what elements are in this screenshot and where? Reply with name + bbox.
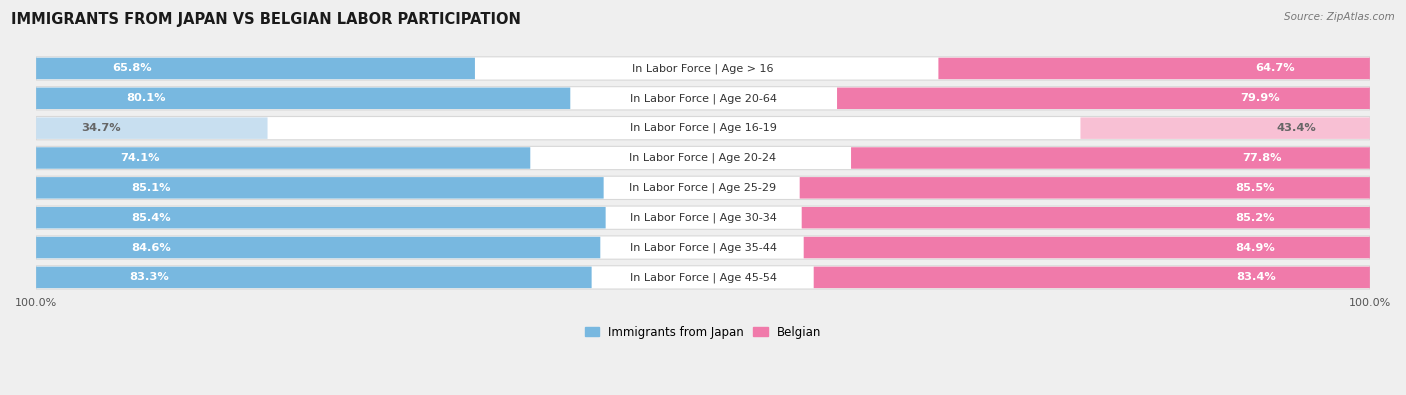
FancyBboxPatch shape xyxy=(37,147,530,169)
Text: 43.4%: 43.4% xyxy=(1277,123,1316,133)
FancyBboxPatch shape xyxy=(37,57,1369,80)
Text: 77.8%: 77.8% xyxy=(1243,153,1282,163)
Text: 84.6%: 84.6% xyxy=(131,243,170,252)
FancyBboxPatch shape xyxy=(37,147,1369,169)
Text: IMMIGRANTS FROM JAPAN VS BELGIAN LABOR PARTICIPATION: IMMIGRANTS FROM JAPAN VS BELGIAN LABOR P… xyxy=(11,12,522,27)
Text: Source: ZipAtlas.com: Source: ZipAtlas.com xyxy=(1284,12,1395,22)
FancyBboxPatch shape xyxy=(800,177,1369,199)
FancyBboxPatch shape xyxy=(37,237,600,258)
Text: 85.2%: 85.2% xyxy=(1234,213,1275,223)
Text: 74.1%: 74.1% xyxy=(121,153,160,163)
FancyBboxPatch shape xyxy=(938,58,1369,79)
Text: In Labor Force | Age 45-54: In Labor Force | Age 45-54 xyxy=(630,272,776,283)
FancyBboxPatch shape xyxy=(37,206,1369,229)
Legend: Immigrants from Japan, Belgian: Immigrants from Japan, Belgian xyxy=(579,321,827,343)
Text: In Labor Force | Age 16-19: In Labor Force | Age 16-19 xyxy=(630,123,776,134)
FancyBboxPatch shape xyxy=(37,117,267,139)
Text: In Labor Force | Age 20-64: In Labor Force | Age 20-64 xyxy=(630,93,776,103)
Text: In Labor Force | Age 25-29: In Labor Force | Age 25-29 xyxy=(630,182,776,193)
FancyBboxPatch shape xyxy=(37,117,1369,140)
Text: In Labor Force | Age 35-44: In Labor Force | Age 35-44 xyxy=(630,242,776,253)
Text: In Labor Force | Age 20-24: In Labor Force | Age 20-24 xyxy=(630,153,776,163)
FancyBboxPatch shape xyxy=(814,267,1369,288)
FancyBboxPatch shape xyxy=(1080,117,1369,139)
FancyBboxPatch shape xyxy=(37,267,592,288)
FancyBboxPatch shape xyxy=(801,207,1369,228)
Text: 85.1%: 85.1% xyxy=(131,183,170,193)
FancyBboxPatch shape xyxy=(37,88,571,109)
FancyBboxPatch shape xyxy=(837,88,1369,109)
Text: 83.4%: 83.4% xyxy=(1237,273,1277,282)
Text: 65.8%: 65.8% xyxy=(112,64,152,73)
FancyBboxPatch shape xyxy=(37,87,1369,110)
Text: In Labor Force | Age 30-34: In Labor Force | Age 30-34 xyxy=(630,213,776,223)
Text: 64.7%: 64.7% xyxy=(1256,64,1295,73)
Text: 85.5%: 85.5% xyxy=(1234,183,1274,193)
FancyBboxPatch shape xyxy=(37,176,1369,199)
FancyBboxPatch shape xyxy=(37,177,603,199)
FancyBboxPatch shape xyxy=(851,147,1369,169)
Text: In Labor Force | Age > 16: In Labor Force | Age > 16 xyxy=(633,63,773,74)
FancyBboxPatch shape xyxy=(37,207,606,228)
Text: 83.3%: 83.3% xyxy=(129,273,169,282)
Text: 34.7%: 34.7% xyxy=(80,123,121,133)
FancyBboxPatch shape xyxy=(37,58,475,79)
FancyBboxPatch shape xyxy=(37,266,1369,289)
Text: 84.9%: 84.9% xyxy=(1236,243,1275,252)
Text: 80.1%: 80.1% xyxy=(127,93,166,103)
Text: 79.9%: 79.9% xyxy=(1240,93,1279,103)
Text: 85.4%: 85.4% xyxy=(132,213,172,223)
FancyBboxPatch shape xyxy=(37,236,1369,259)
FancyBboxPatch shape xyxy=(804,237,1369,258)
